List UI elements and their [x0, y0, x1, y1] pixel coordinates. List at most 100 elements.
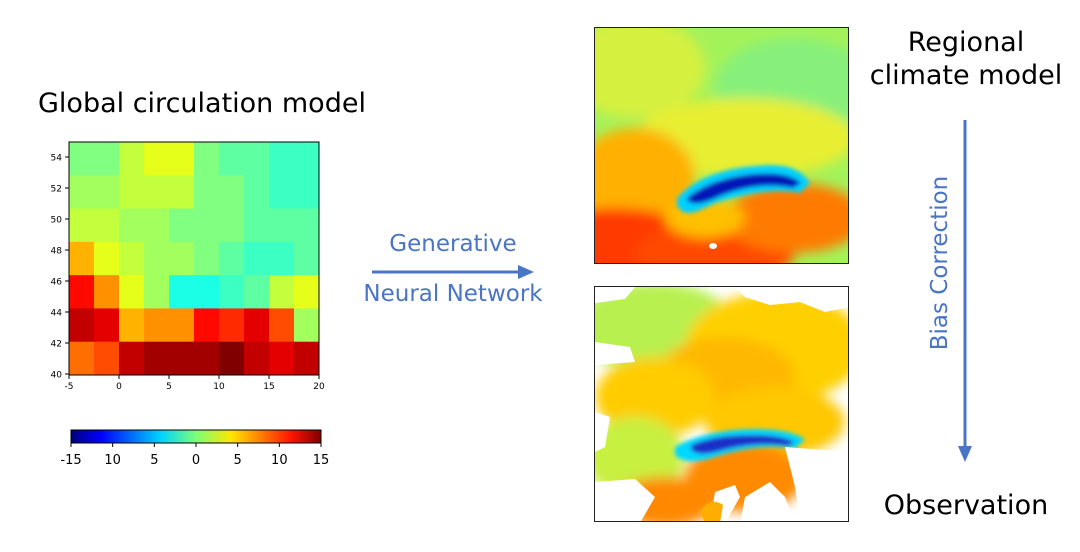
gcm-y-tick-label: 48	[51, 247, 63, 257]
gcm-cell	[94, 241, 120, 276]
gcm-cell	[94, 275, 120, 309]
rcm-title: Regional climate model	[868, 26, 1064, 92]
gcm-x-tick-label: 15	[263, 382, 274, 392]
gcm-cell	[294, 275, 320, 309]
gcm-cell	[219, 175, 245, 210]
gcm-cell	[269, 208, 295, 243]
gcm-x-tick-label: 10	[213, 382, 225, 392]
rcm-title-line1: Regional	[907, 27, 1025, 58]
gcm-cell	[194, 175, 220, 210]
gcm-cell	[194, 308, 220, 343]
colorbar-tick-label: 5	[234, 453, 242, 468]
gcm-cell	[119, 175, 145, 210]
gcm-cell	[94, 308, 120, 343]
gcm-cell	[294, 308, 320, 343]
observation-title: Observation	[883, 490, 1049, 521]
rcm-map	[594, 27, 849, 264]
gcm-cell	[194, 275, 220, 309]
generative-label: Generative	[389, 231, 517, 257]
gcm-cell	[119, 142, 145, 176]
gcm-cell	[69, 308, 95, 343]
gcm-cell	[69, 341, 95, 376]
gcm-cell	[194, 341, 220, 376]
gcm-cell	[294, 142, 320, 176]
gcm-cell	[244, 241, 270, 276]
arrow-down-icon	[958, 120, 972, 462]
observation-map	[594, 286, 849, 522]
gcm-y-tick-label: 40	[51, 371, 63, 381]
gcm-cell	[294, 241, 320, 276]
gcm-cell	[219, 142, 245, 176]
gcm-cell	[169, 275, 195, 309]
gcm-cell	[69, 142, 95, 176]
gcm-cell	[69, 175, 95, 210]
colorbar-gradient	[70, 429, 322, 444]
gcm-cell	[294, 341, 320, 376]
gcm-cell	[119, 341, 145, 376]
colorbar-tick-label: 10	[271, 453, 288, 468]
gcm-cell	[269, 241, 295, 276]
gcm-cell	[294, 208, 320, 243]
gcm-y-tick-label: 50	[51, 216, 63, 226]
gcm-cell	[219, 241, 245, 276]
colorbar-tick-label: 0	[192, 453, 200, 468]
gcm-x-tick-label: 0	[116, 382, 122, 392]
gcm-cell	[144, 341, 170, 376]
gcm-cell	[144, 308, 170, 343]
gcm-frame	[68, 141, 320, 376]
gcm-cell	[244, 208, 270, 243]
gcm-y-tick-label: 46	[51, 278, 63, 288]
gcm-cell	[269, 175, 295, 210]
gcm-cell	[144, 208, 170, 243]
gcm-cell	[119, 241, 145, 276]
colorbar-ticks: -15 10 5 0 5 10 15	[60, 443, 329, 468]
gcm-y-tick-label: 52	[51, 185, 62, 195]
neural-network-label: Neural Network	[363, 281, 543, 307]
gcm-cell	[244, 142, 270, 176]
colorbar-tick-label: -15	[60, 453, 81, 468]
gcm-cell	[119, 308, 145, 343]
gcm-cell	[94, 341, 120, 376]
arrow-right-icon	[372, 265, 534, 279]
gcm-cell	[269, 275, 295, 309]
gcm-cell	[69, 208, 95, 243]
colorbar-tick-label: 15	[313, 453, 330, 468]
gcm-cell	[269, 308, 295, 343]
gcm-cell	[94, 142, 120, 176]
gcm-cell	[69, 275, 95, 309]
gcm-x-tick-label: -5	[65, 382, 74, 392]
gcm-cell	[219, 208, 245, 243]
gcm-cell	[94, 208, 120, 243]
gcm-x-axis: -5 0 5 10 15 20	[65, 375, 325, 392]
gcm-cell	[144, 142, 170, 176]
gcm-cell	[244, 175, 270, 210]
gcm-cell	[244, 275, 270, 309]
gcm-cell	[169, 175, 195, 210]
colorbar: -15 10 5 0 5 10 15	[60, 429, 329, 468]
gcm-x-tick-label: 20	[313, 382, 325, 392]
gcm-cell	[269, 341, 295, 376]
gcm-cell	[169, 208, 195, 243]
gcm-cell	[269, 142, 295, 176]
gcm-cell	[94, 175, 120, 210]
gcm-cell	[144, 175, 170, 210]
gcm-cells	[69, 142, 320, 376]
gcm-y-tick-label: 54	[51, 154, 63, 164]
gcm-cell	[219, 308, 245, 343]
rcm-map-image	[595, 28, 848, 263]
gcm-cell	[219, 275, 245, 309]
gcm-cell	[169, 341, 195, 376]
gcm-cell	[244, 341, 270, 376]
gcm-cell	[219, 341, 245, 376]
gcm-cell	[144, 275, 170, 309]
rcm-map-dot	[709, 243, 717, 249]
observation-map-image	[595, 287, 848, 521]
gcm-cell	[119, 275, 145, 309]
bias-correction-label: Bias Correction	[927, 175, 953, 351]
gcm-heatmap: 54 52 50 48 46 44 42 40 -5 0 5 10 15 20	[51, 141, 325, 392]
gcm-cell	[194, 142, 220, 176]
gcm-y-axis: 54 52 50 48 46 44 42 40	[51, 154, 69, 381]
rcm-title-line2: climate model	[869, 60, 1063, 91]
gcm-cell	[169, 241, 195, 276]
gcm-cell	[144, 241, 170, 276]
